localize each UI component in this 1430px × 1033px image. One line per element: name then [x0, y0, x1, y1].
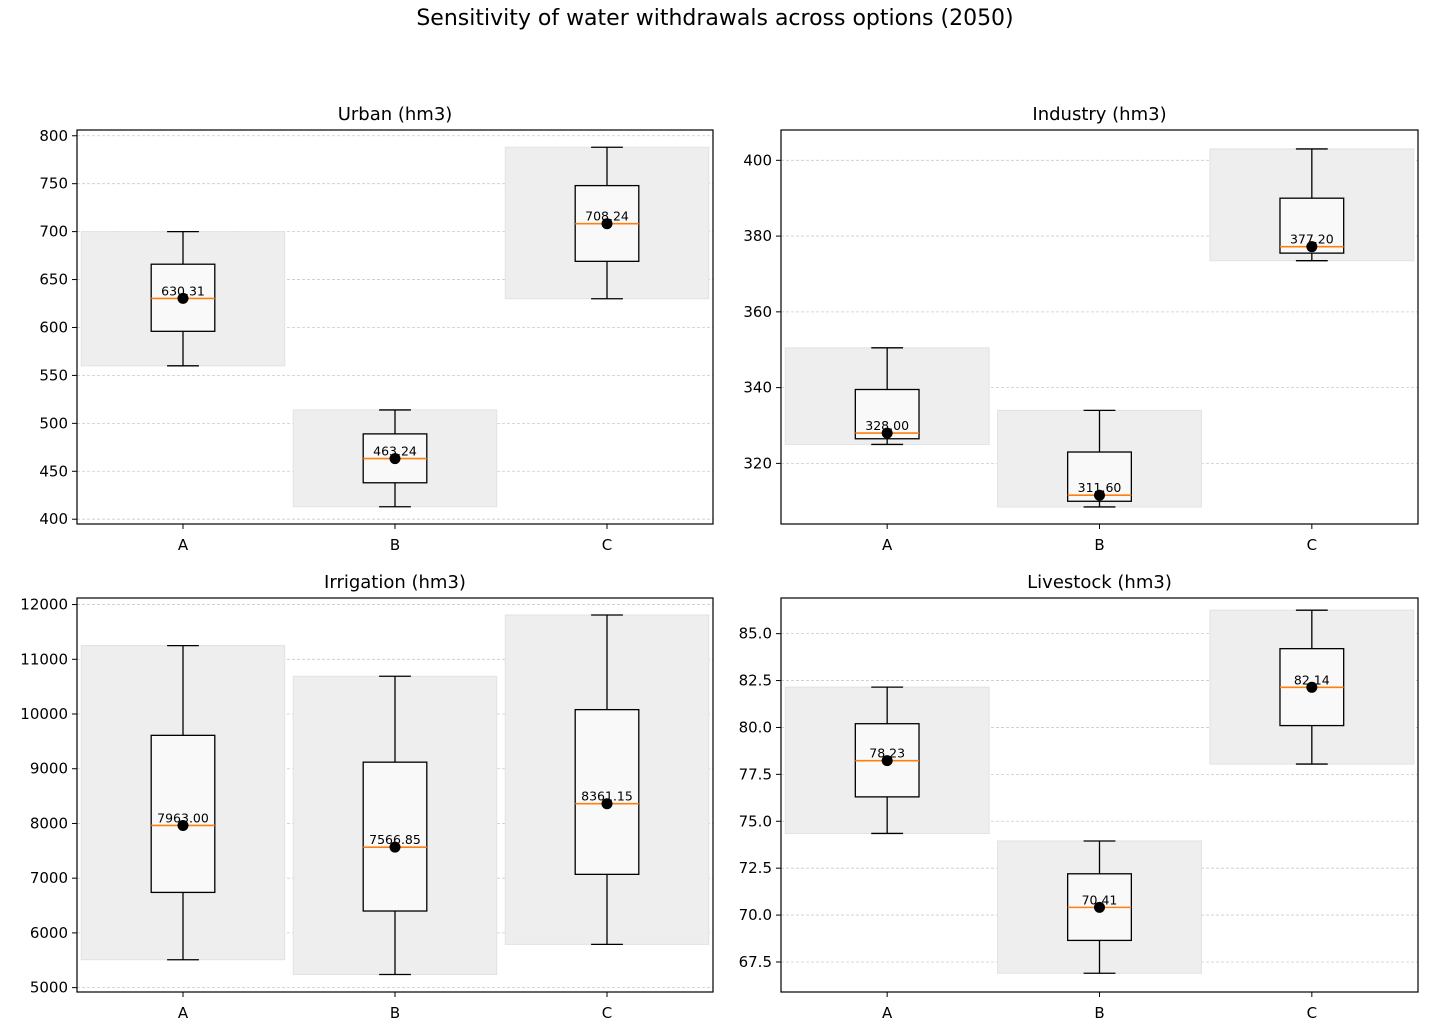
y-tick-label: 450: [39, 462, 68, 480]
x-tick-label: C: [602, 536, 612, 554]
box: [362, 761, 428, 912]
y-tick-label: 72.5: [739, 859, 772, 877]
median-value-label: 463.24: [373, 444, 417, 459]
x-tick-label: B: [1094, 536, 1104, 554]
y-tick-label: 75.0: [739, 812, 772, 830]
y-tick-label: 12000: [20, 596, 68, 614]
median-value-label: 328.00: [865, 418, 909, 433]
y-tick-label: 5000: [30, 979, 68, 997]
median-value-label: 311.60: [1078, 480, 1122, 495]
mean-marker: [601, 798, 613, 810]
mean-marker: [177, 819, 189, 831]
y-tick-label: 800: [39, 127, 68, 145]
mean-marker: [881, 755, 893, 767]
median-value-label: 7566.85: [369, 832, 421, 847]
median-value-label: 630.31: [161, 283, 205, 298]
y-tick-label: 500: [39, 414, 68, 432]
y-tick-label: 650: [39, 271, 68, 289]
mean-marker: [1306, 241, 1318, 253]
x-tick-label: B: [390, 536, 400, 554]
y-tick-label: 11000: [20, 650, 68, 668]
median-value-label: 70.41: [1082, 892, 1118, 907]
mean-marker: [389, 841, 401, 853]
y-tick-label: 9000: [30, 760, 68, 778]
y-tick-label: 600: [39, 318, 68, 336]
y-tick-label: 380: [743, 227, 772, 245]
mean-marker: [177, 292, 189, 304]
y-tick-label: 360: [743, 303, 772, 321]
median-value-label: 708.24: [585, 209, 629, 224]
y-tick-label: 400: [743, 151, 772, 169]
y-tick-label: 700: [39, 223, 68, 241]
mean-marker: [1094, 901, 1105, 913]
y-tick-label: 67.5: [739, 953, 772, 971]
y-tick-label: 10000: [20, 705, 68, 723]
mean-marker: [881, 427, 893, 439]
x-tick-label: A: [178, 536, 189, 554]
y-tick-label: 77.5: [739, 765, 772, 783]
y-tick-label: 70.0: [739, 906, 772, 924]
y-tick-label: 400: [39, 510, 68, 528]
mean-marker: [1094, 489, 1105, 501]
y-tick-label: 550: [39, 366, 68, 384]
x-tick-label: A: [882, 1004, 893, 1022]
y-tick-label: 6000: [30, 924, 68, 942]
x-tick-label: C: [602, 1004, 612, 1022]
y-tick-label: 8000: [30, 814, 68, 832]
x-tick-label: A: [178, 1004, 189, 1022]
median-value-label: 8361.15: [581, 789, 633, 804]
y-tick-label: 80.0: [739, 718, 772, 736]
x-tick-label: B: [390, 1004, 400, 1022]
mean-marker: [1306, 681, 1318, 693]
y-tick-label: 82.5: [739, 672, 772, 690]
median-value-label: 7963.00: [157, 810, 209, 825]
subplot-0: 630.31 463.24 708.24 400 450 500 550 600 650 700 7…: [39, 104, 714, 554]
subplot-title: Livestock (hm3): [1027, 572, 1172, 593]
figure-title: Sensitivity of water withdrawals across …: [416, 6, 1014, 31]
subplot-title: Irrigation (hm3): [324, 572, 466, 593]
subplot-title: Urban (hm3): [338, 104, 453, 125]
median-value-label: 377.20: [1290, 232, 1334, 247]
subplot-2: 7963.00 7566.85 8361.15 5000 6000 7000 8000 900…: [20, 572, 714, 1022]
x-tick-label: C: [1307, 536, 1317, 554]
subplot-1: 328.00 311.60 377.20 320 340 360 380 400 A B C Indu…: [743, 104, 1419, 554]
y-tick-label: 85.0: [739, 625, 772, 643]
median-value-label: 82.14: [1294, 672, 1330, 687]
y-tick-label: 340: [743, 379, 772, 397]
box: [150, 734, 216, 894]
x-tick-label: C: [1307, 1004, 1317, 1022]
y-tick-label: 750: [39, 175, 68, 193]
mean-marker: [601, 218, 613, 230]
median-value-label: 78.23: [869, 746, 905, 761]
y-tick-label: 7000: [30, 869, 68, 887]
subplot-title: Industry (hm3): [1032, 104, 1166, 125]
mean-marker: [389, 453, 401, 465]
box: [574, 708, 640, 875]
subplot-3: 78.23 70.41 82.14 67.5 70.0 72.5 75.0 77.5 80.0 8…: [739, 572, 1419, 1022]
x-tick-label: B: [1094, 1004, 1104, 1022]
y-tick-label: 320: [743, 454, 772, 472]
x-tick-label: A: [882, 536, 893, 554]
